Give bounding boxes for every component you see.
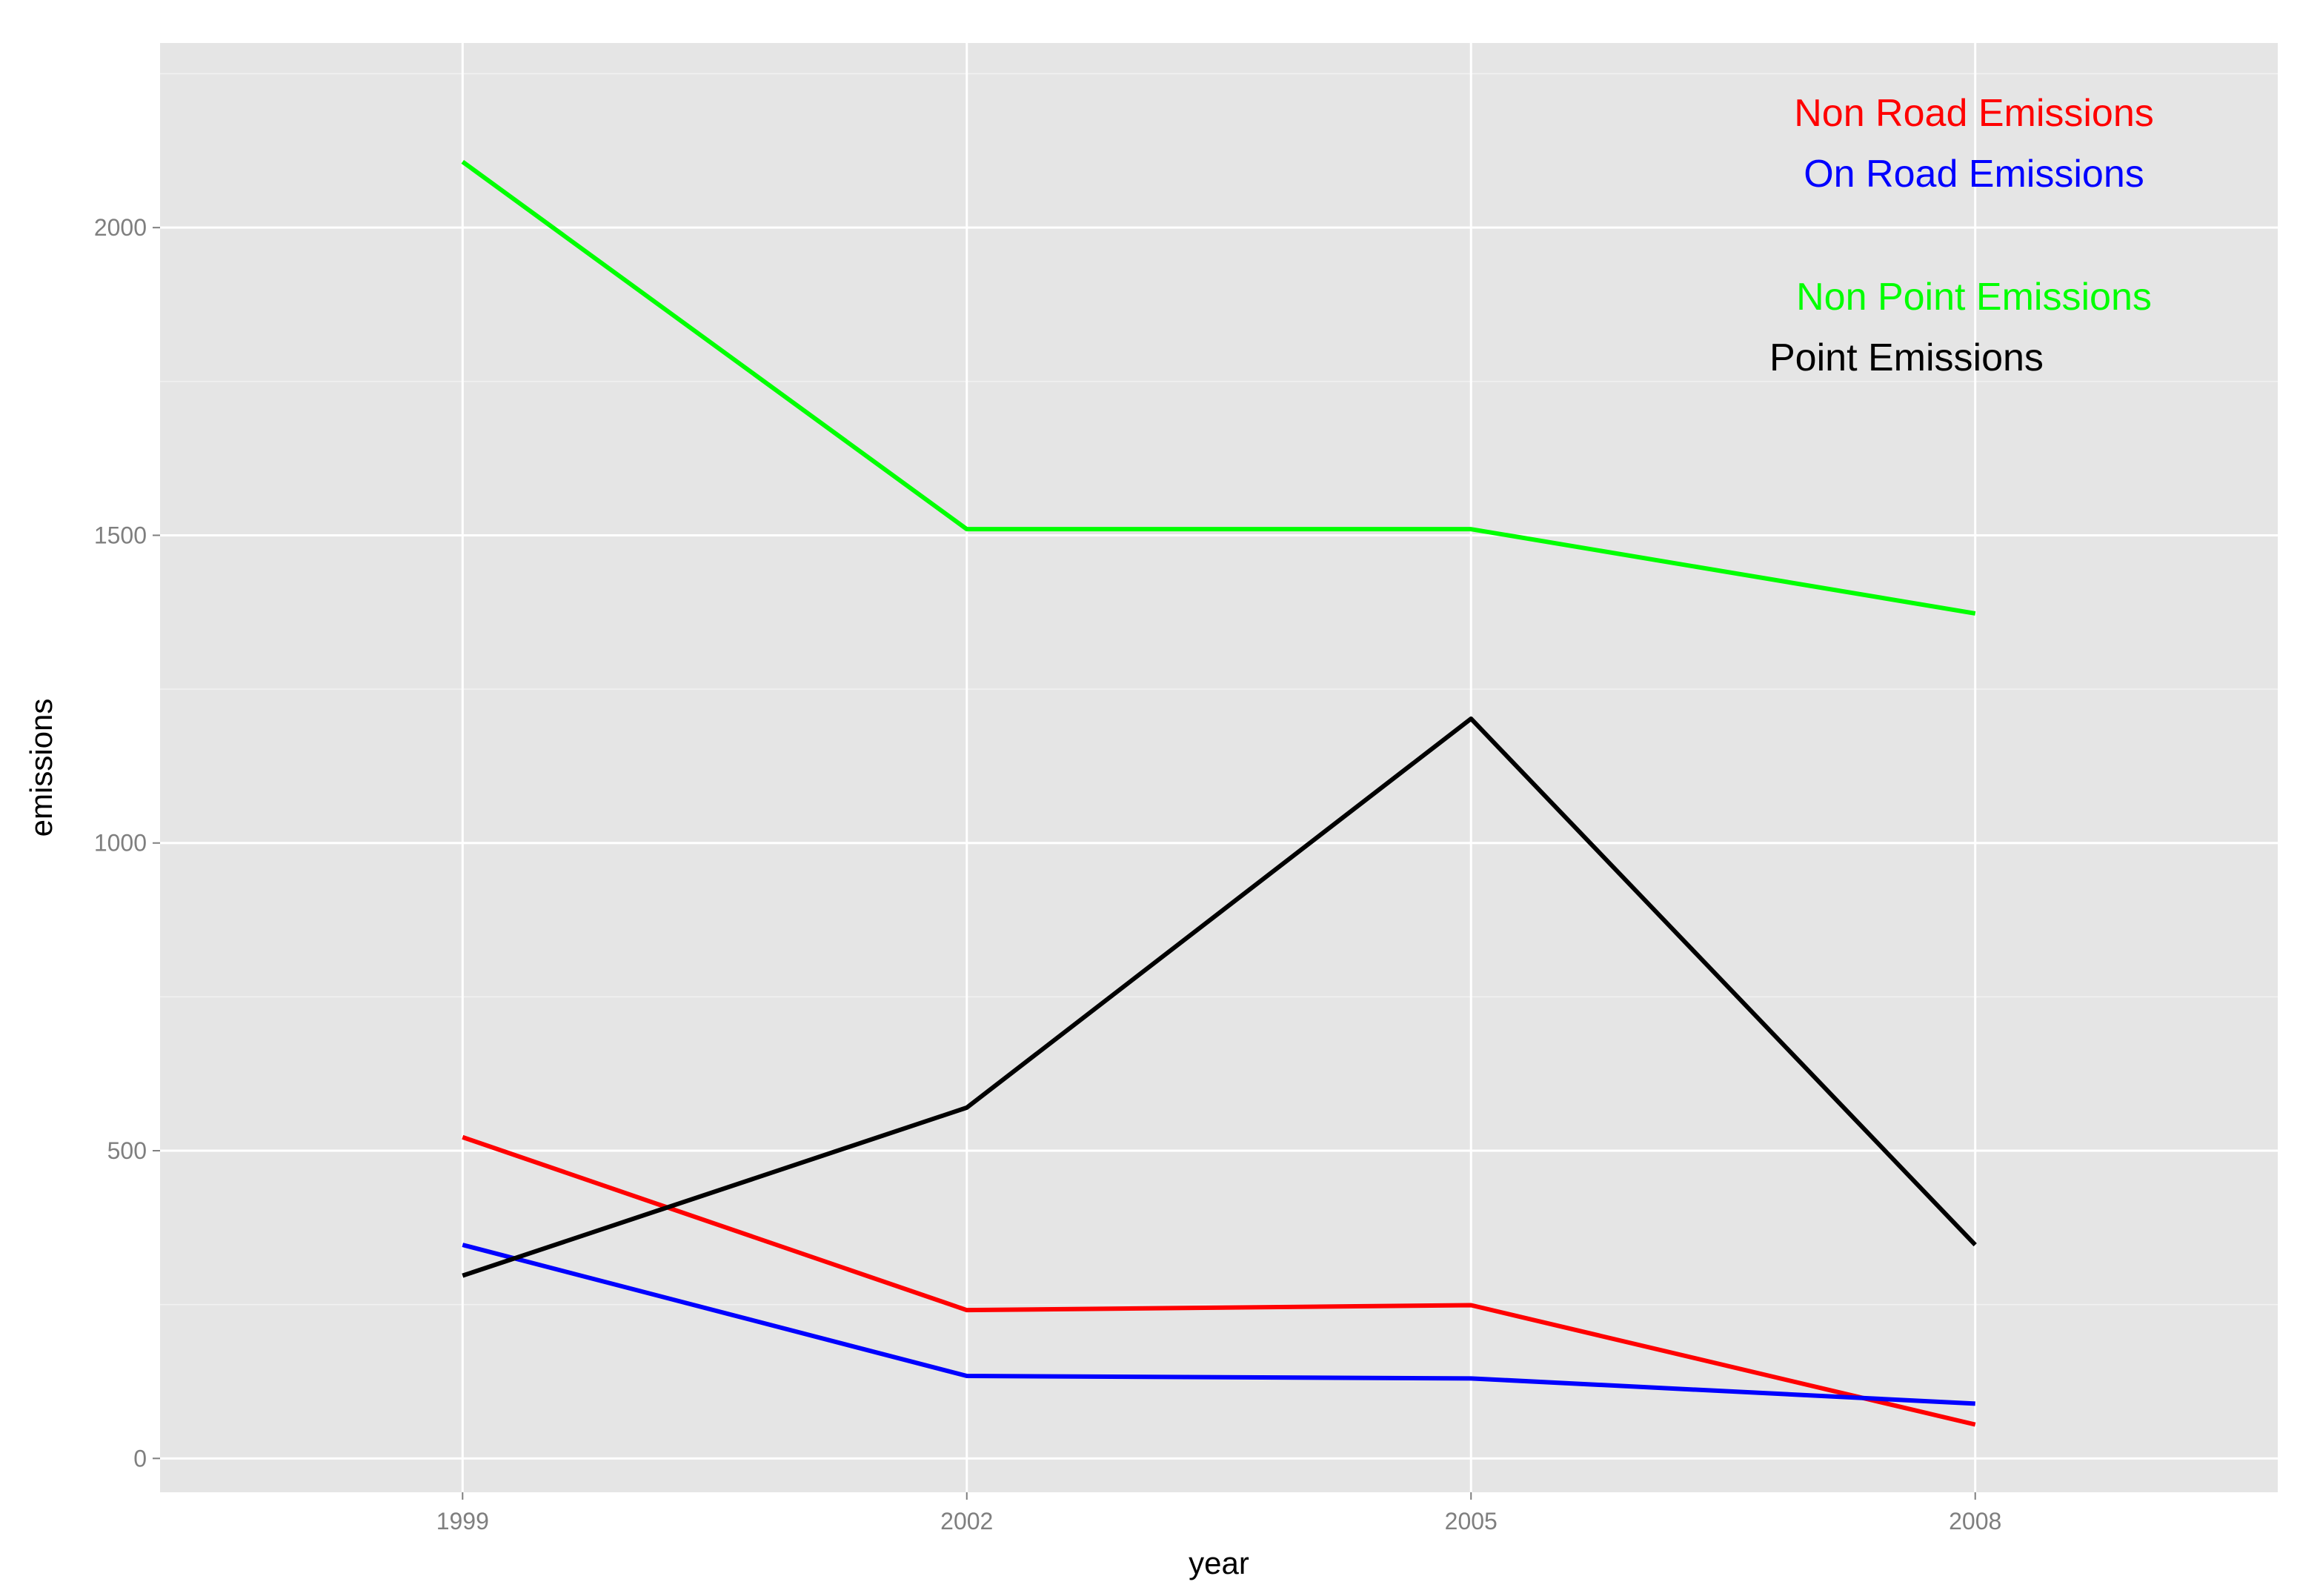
legend: Non Road Emissions On Road Emissions Non P… [1769,92,2154,379]
y-tick-label: 0 [133,1445,147,1472]
legend-label-non-point-emissions: Non Point Emissions [1796,276,2152,319]
series-line-non-point-emissions [461,159,1976,616]
x-tick-label: 2002 [940,1508,993,1535]
x-axis: 1999 2002 2005 2008 [436,1492,2001,1535]
x-axis-title: year [1189,1546,1249,1580]
series-lines [461,159,1977,1427]
x-tick-label: 1999 [436,1508,489,1535]
legend-label-point-emissions: Point Emissions [1769,336,2044,379]
plot-panel [160,43,2278,1492]
legend-label-non-road-emissions: Non Road Emissions [1794,92,2154,135]
series-line-non-road-emissions [462,1134,1976,1427]
y-axis: 0 500 1000 1500 2000 [94,214,160,1472]
y-tick-label: 500 [107,1137,147,1164]
series-line-point-emissions [462,716,1977,1278]
y-tick-label: 1000 [94,830,147,857]
series-line-on-road-emissions [462,1243,1975,1406]
minor-grid [160,73,2278,1306]
major-grid [160,43,2278,1492]
y-axis-title: emissions [24,699,59,837]
x-tick-label: 2005 [1445,1508,1498,1535]
y-tick-label: 2000 [94,214,147,241]
x-tick-label: 2008 [1949,1508,2001,1535]
legend-label-on-road-emissions: On Road Emissions [1804,153,2144,196]
y-tick-label: 1500 [94,522,147,548]
